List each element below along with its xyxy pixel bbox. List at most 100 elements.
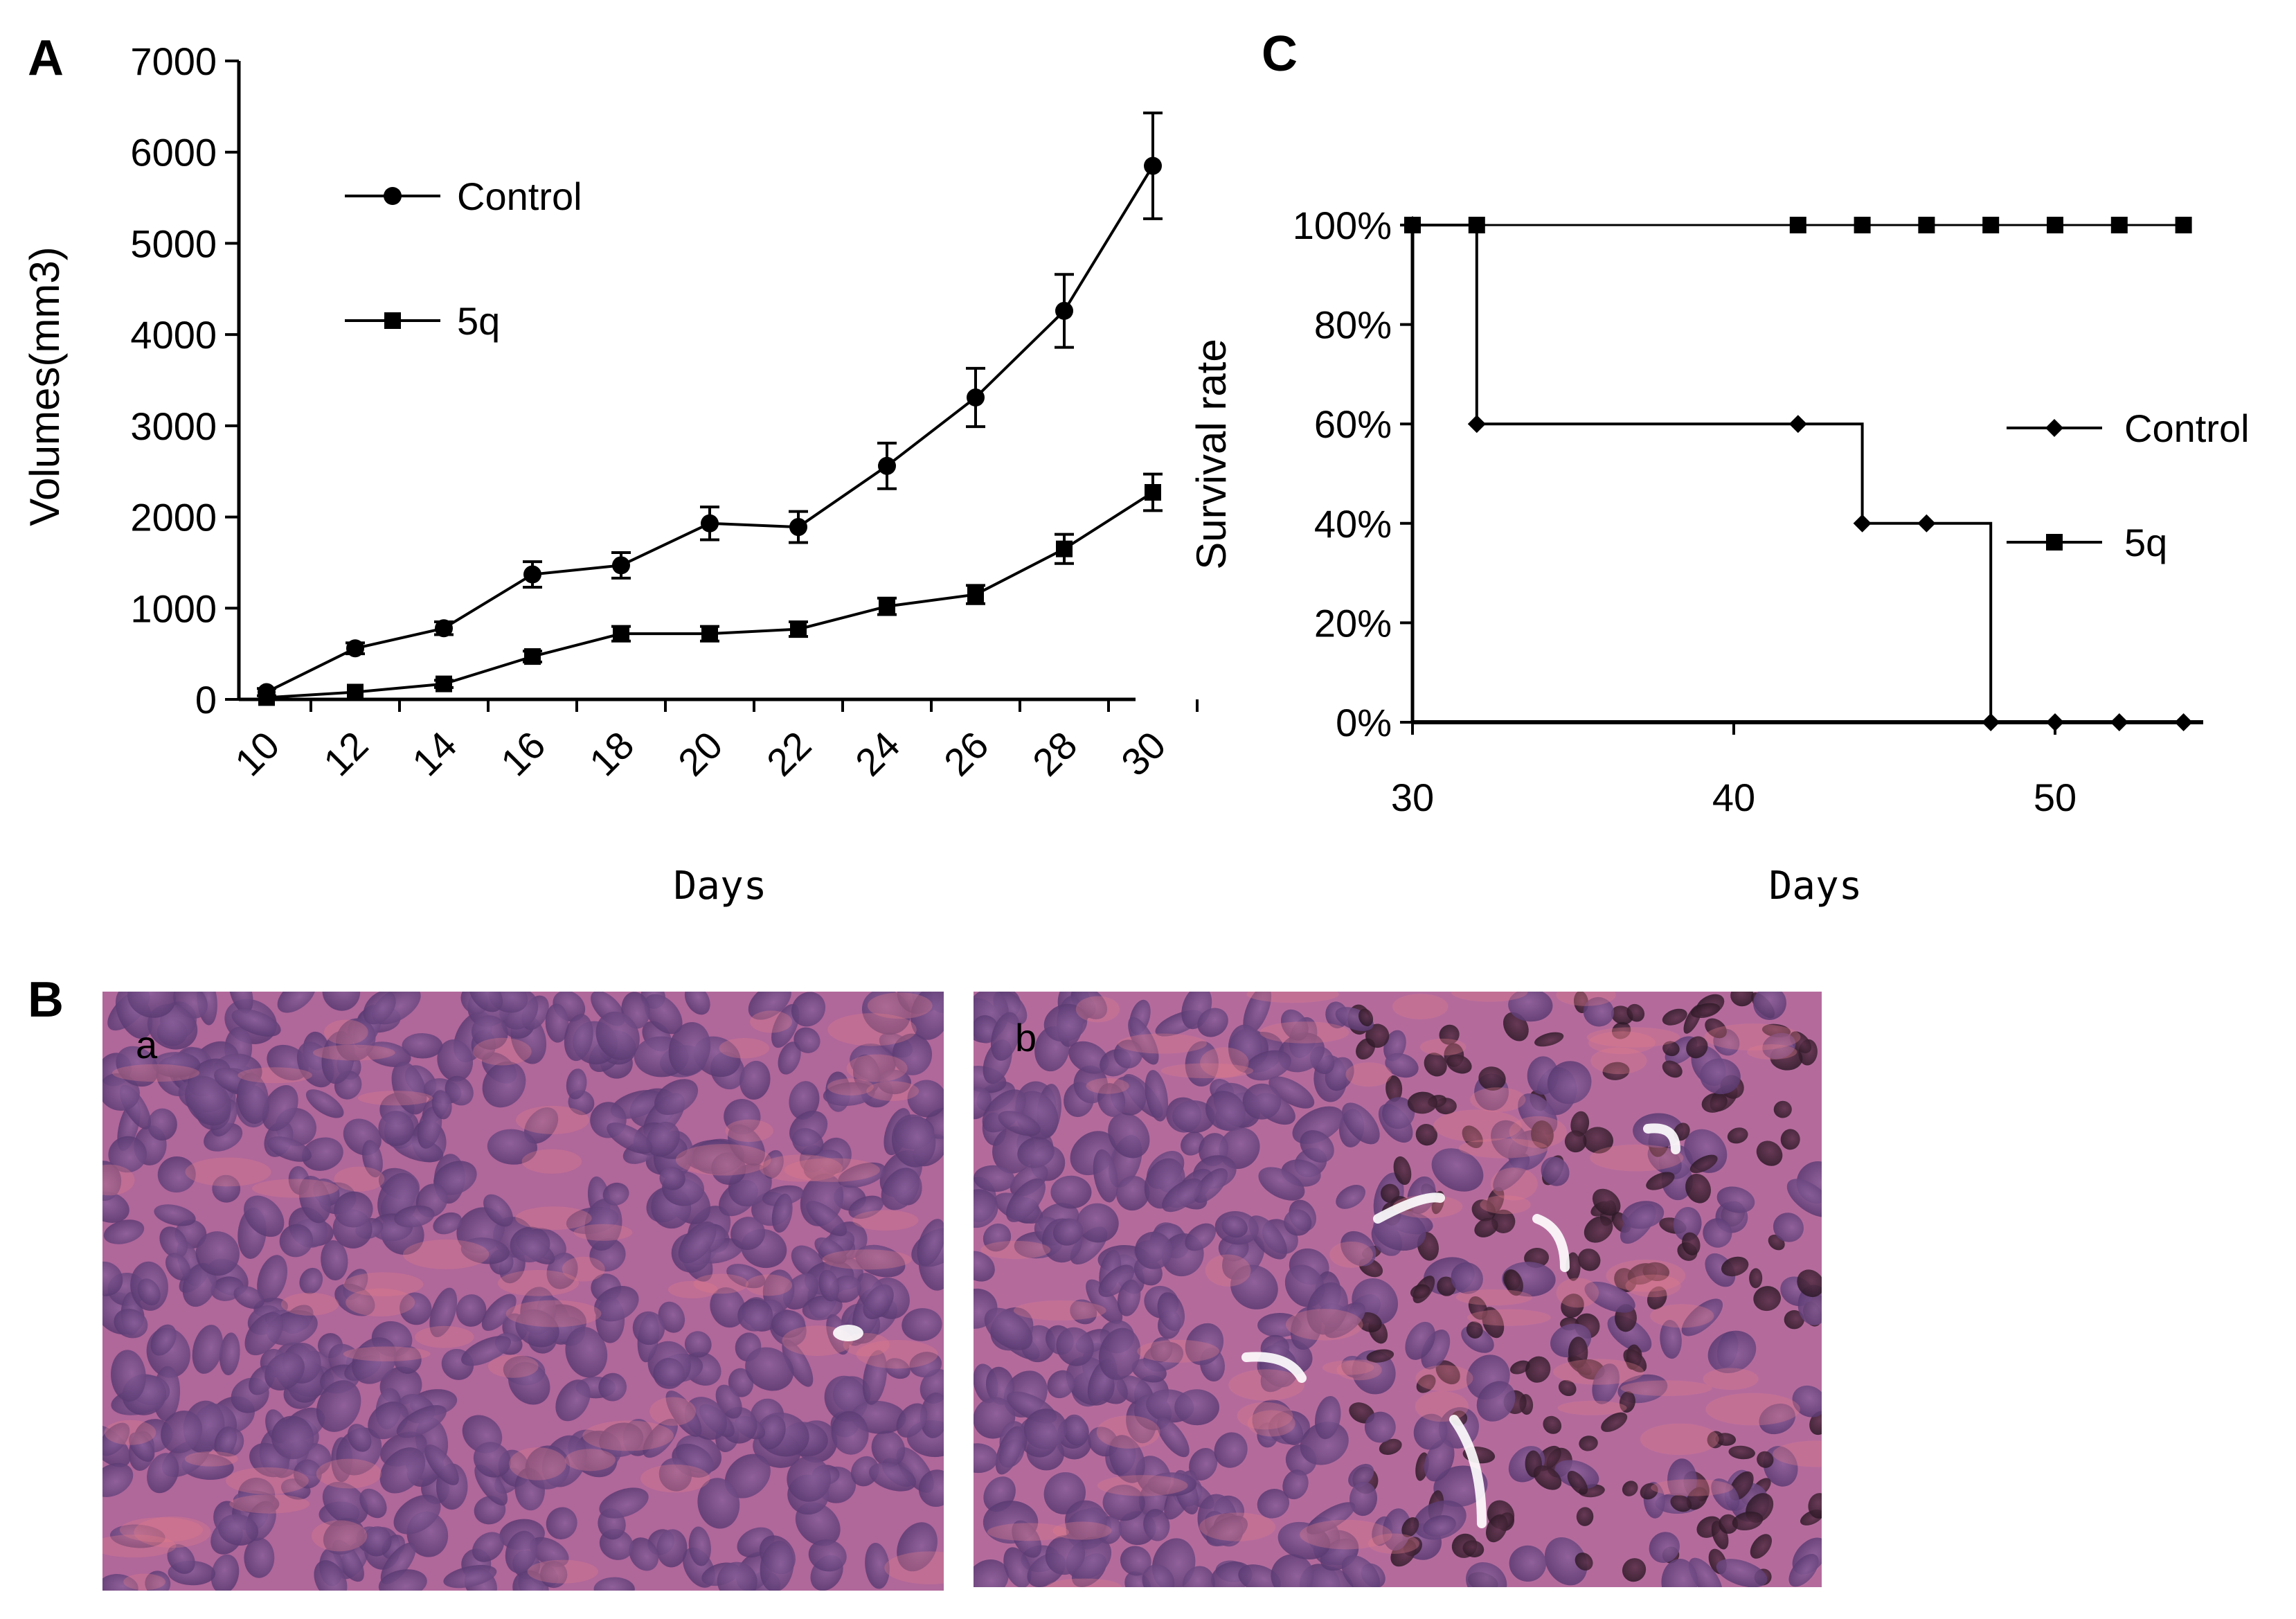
chart-c-point — [1854, 515, 1872, 533]
chart-a-point — [523, 566, 541, 584]
stroma-patch — [403, 1240, 489, 1269]
chart-c-legend-marker — [2046, 534, 2063, 551]
chart-a-x-tick-label: 28 — [1024, 723, 1086, 785]
stroma-patch — [498, 1270, 579, 1296]
chart-a-point — [346, 639, 364, 657]
chart-c-point — [1789, 415, 1807, 433]
chart-a-legend-marker — [384, 312, 401, 329]
stroma-patch — [1199, 1512, 1275, 1541]
stroma-patch — [1703, 1368, 1759, 1390]
stroma-patch — [1097, 1415, 1160, 1449]
stroma-patch — [1480, 1195, 1530, 1214]
chart-c-series-line — [1412, 225, 2184, 722]
stroma-patch — [313, 1045, 395, 1061]
stroma-patch — [334, 1167, 384, 1192]
stroma-patch — [358, 1091, 433, 1105]
stroma-patch — [123, 1573, 165, 1590]
stroma-patch — [343, 1346, 431, 1361]
panel-label-b: B — [28, 972, 64, 1028]
chart-a-legend-label: 5q — [457, 299, 500, 343]
chart-a-point — [790, 621, 807, 638]
stroma-patch — [847, 1055, 908, 1082]
stroma-patch — [506, 1300, 602, 1327]
chart-a-x-tick-label: 10 — [226, 723, 288, 785]
stroma-patch — [1420, 1039, 1466, 1055]
stroma-patch — [1137, 1340, 1219, 1363]
tissue-gap — [833, 1325, 863, 1341]
stroma-patch — [852, 1210, 918, 1231]
chart-c-point — [1917, 515, 1935, 533]
chart-a-x-tick-label: 26 — [935, 723, 997, 785]
stroma-patch — [1300, 1520, 1392, 1550]
stroma-patch — [1773, 1440, 1863, 1467]
chart-a-point — [1056, 541, 1073, 557]
chart-a-y-tick-label: 2000 — [130, 496, 217, 539]
stroma-patch — [827, 1078, 874, 1095]
chart-a-point — [613, 625, 629, 642]
micrograph-b-label: b — [1015, 1016, 1037, 1059]
chart-a-x-tick-label: 24 — [847, 723, 908, 785]
chart-c-point — [2175, 713, 2193, 731]
chart-a-point — [1145, 484, 1161, 501]
chart-c-point — [1468, 415, 1486, 433]
stroma-patch — [1650, 1304, 1714, 1327]
stroma-patch — [1392, 994, 1448, 1019]
stroma-patch — [509, 1447, 566, 1481]
stroma-patch — [1076, 996, 1120, 1023]
stroma-patch — [515, 1206, 591, 1230]
chart-c-y-tick-label: 60% — [1314, 402, 1392, 446]
stroma-patch — [1086, 1078, 1129, 1094]
stroma-patch — [582, 1420, 674, 1451]
stroma-patch — [1322, 1361, 1374, 1375]
stroma-patch — [668, 1281, 718, 1298]
chart-a-point — [967, 388, 985, 406]
stroma-patch — [1625, 1274, 1680, 1297]
stroma-patch — [1052, 1521, 1111, 1539]
stroma-patch — [868, 992, 933, 1019]
chart-c-point — [1854, 217, 1871, 233]
stroma-patch — [1451, 983, 1527, 1002]
stroma-patch — [1456, 1289, 1532, 1305]
stroma-patch — [1046, 1579, 1122, 1596]
chart-c-y-tick-label: 80% — [1314, 303, 1392, 347]
stroma-patch — [1237, 1402, 1293, 1429]
stroma-patch — [488, 1354, 539, 1377]
chart-c-xlabel: Days — [1769, 864, 1863, 909]
chart-a-point — [347, 683, 364, 700]
stroma-patch — [1205, 1255, 1251, 1287]
stroma-patch — [1433, 1109, 1522, 1142]
chart-a-x-tick-label: 16 — [492, 723, 554, 785]
micrograph-b: b — [949, 978, 1864, 1615]
stroma-patch — [229, 1494, 310, 1513]
stroma-patch — [1557, 1278, 1599, 1307]
stroma-patch — [719, 1038, 770, 1058]
stroma-patch — [866, 1081, 919, 1101]
stroma-patch — [1014, 1300, 1106, 1321]
chart-a-point — [1055, 302, 1073, 320]
stroma-patch — [823, 1249, 912, 1269]
chart-a-x-tick-label: 18 — [581, 723, 643, 785]
stroma-patch — [746, 1274, 792, 1296]
chart-a-xlabel: Days — [674, 864, 767, 909]
stroma-patch — [473, 1038, 532, 1066]
stroma-patch — [1260, 1021, 1349, 1044]
chart-a-y-tick-label: 1000 — [130, 587, 217, 630]
chart-c-x-tick-label: 40 — [1712, 776, 1755, 819]
stroma-patch — [281, 1293, 339, 1316]
stroma-patch — [980, 1241, 1050, 1259]
stroma-patch — [1470, 1087, 1525, 1112]
stroma-patch — [1553, 1359, 1644, 1385]
chart-a-x-tick-label: 12 — [315, 723, 377, 785]
chart-c-point — [2046, 713, 2064, 731]
chart-a-y-tick-label: 5000 — [130, 222, 217, 265]
stroma-patch — [1590, 1048, 1647, 1075]
stroma-patch — [105, 1420, 156, 1445]
stroma-patch — [1590, 1145, 1683, 1172]
stroma-patch — [1286, 1309, 1363, 1341]
stroma-patch — [1097, 1475, 1188, 1496]
stroma-patch — [528, 1560, 598, 1584]
stroma-patch — [750, 1010, 792, 1032]
stroma-patch — [91, 1535, 176, 1557]
chart-c-point — [2047, 217, 2063, 233]
